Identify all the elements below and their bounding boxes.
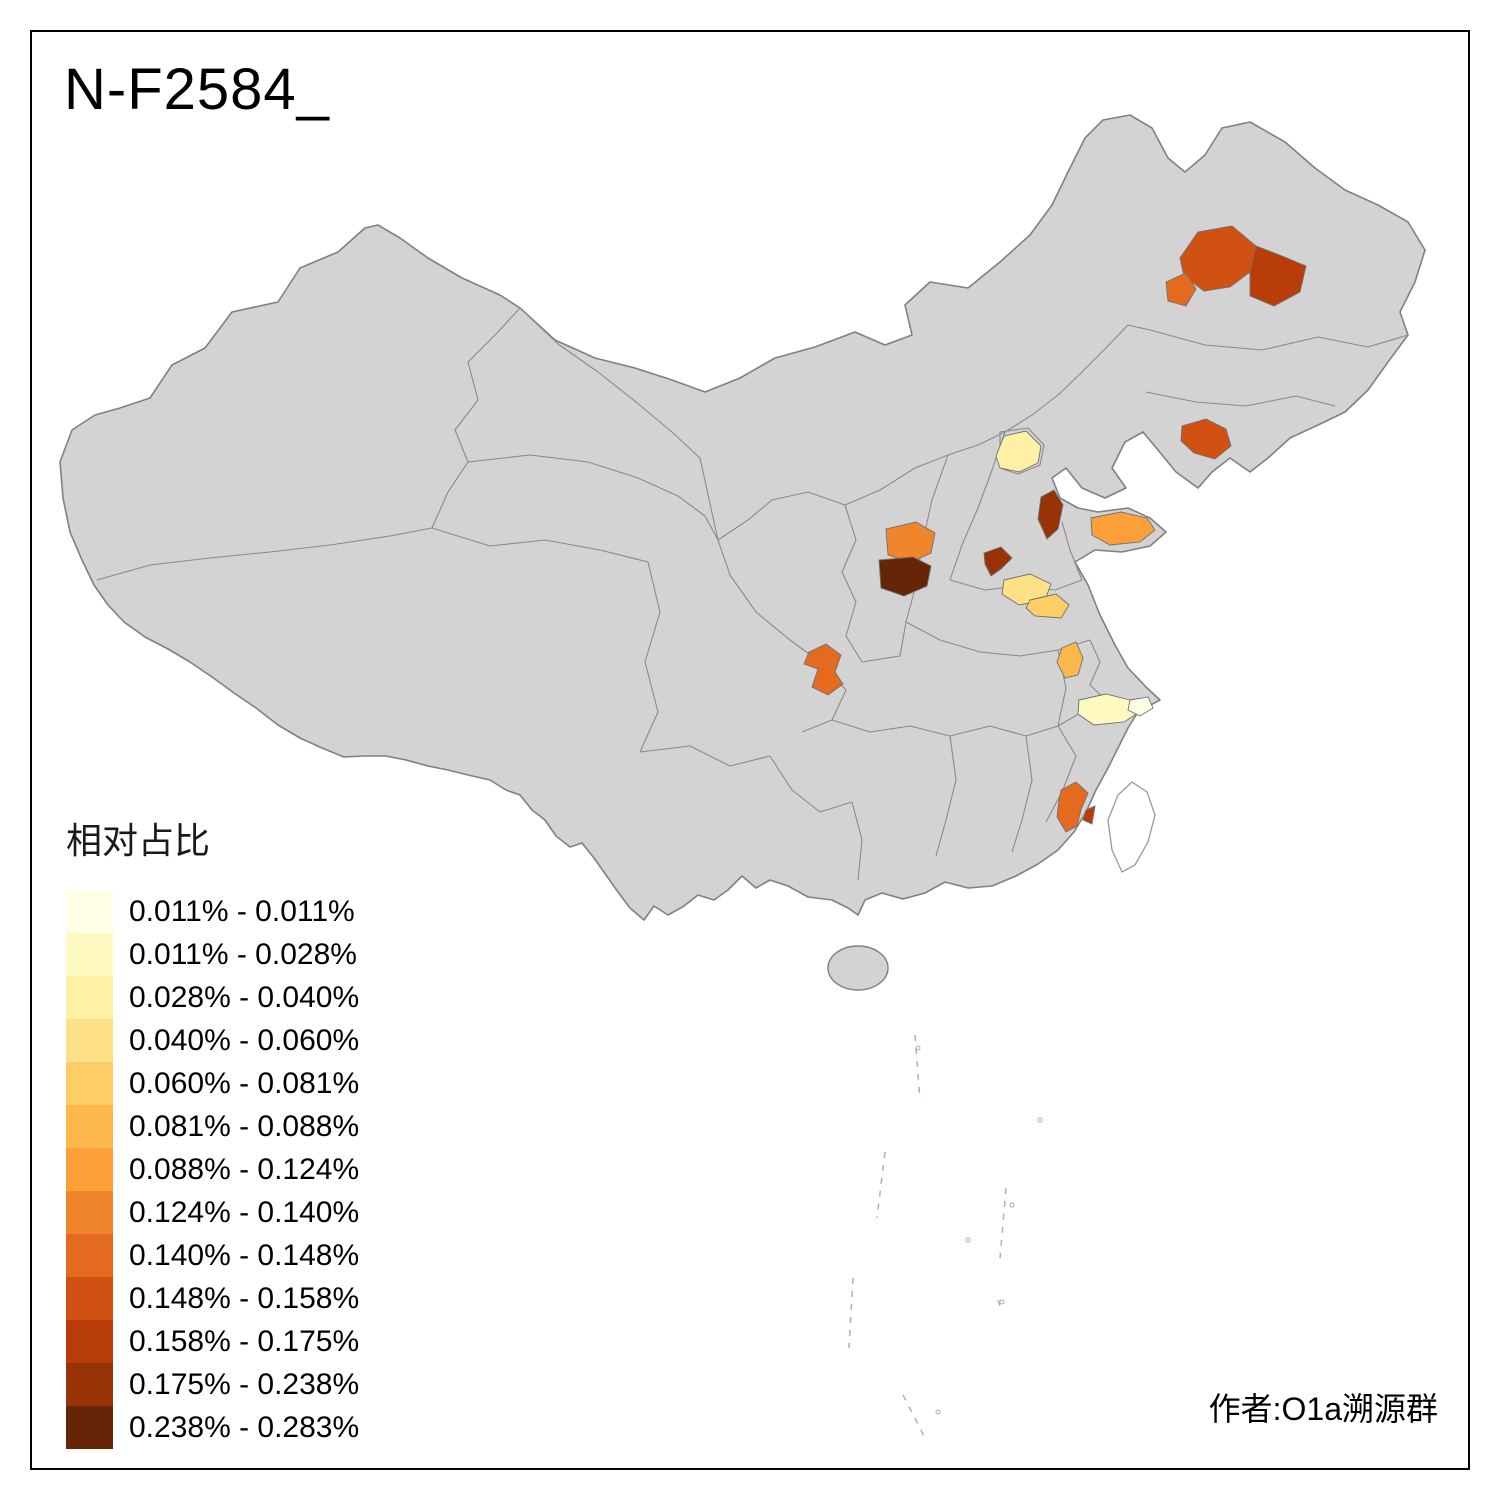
- mainland-outline: [59, 114, 1426, 921]
- region-beijing-area: 0.028% - 0.040%: [995, 430, 1042, 473]
- south-china-sea-dashes: [848, 1034, 1007, 1439]
- legend-swatch: [66, 1406, 113, 1449]
- legend-swatch: [66, 976, 113, 1019]
- author-caption: 作者:O1a溯源群: [1208, 1391, 1438, 1427]
- region-liaoning-south: 0.148% - 0.158%: [1180, 418, 1232, 460]
- legend-label: 0.028% - 0.040%: [129, 980, 360, 1014]
- region-central-dark: 0.175% - 0.238%: [983, 546, 1013, 577]
- region-shanxi-orange: 0.124% - 0.140%: [885, 521, 936, 563]
- legend-row: 0.175% - 0.238%: [66, 1363, 359, 1406]
- legend-label: 0.088% - 0.124%: [129, 1152, 360, 1186]
- legend-row: 0.158% - 0.175%: [66, 1320, 359, 1363]
- legend-label: 0.148% - 0.158%: [129, 1281, 360, 1315]
- legend-swatch: [66, 933, 113, 976]
- legend-swatch: [66, 1062, 113, 1105]
- legend-swatch: [66, 1234, 113, 1277]
- highlighted-regions: 0.148% - 0.158%0.158% - 0.175%0.140% - 0…: [803, 225, 1307, 833]
- legend-row: 0.028% - 0.040%: [66, 976, 359, 1019]
- legend-row: 0.060% - 0.081%: [66, 1062, 359, 1105]
- legend-swatch: [66, 1105, 113, 1148]
- region-zhejiang-north: 0.011% - 0.028%: [1077, 693, 1142, 726]
- legend-row: 0.081% - 0.088%: [66, 1105, 359, 1148]
- region-chongqing: 0.140% - 0.148%: [803, 643, 844, 696]
- taiwan-island: [1107, 781, 1156, 873]
- legend-label: 0.040% - 0.060%: [129, 1023, 360, 1057]
- legend-swatch: [66, 1191, 113, 1234]
- region-henan-b: 0.060% - 0.081%: [1025, 593, 1070, 619]
- legend: 相对占比 0.011% - 0.011% 0.011% - 0.028% 0.028…: [66, 812, 359, 1449]
- region-tianjin-area: 0.175% - 0.238%: [1037, 489, 1064, 540]
- region-shanghai-pale: 0.011% - 0.011%: [1127, 696, 1154, 717]
- region-fujian-coast: 0.140% - 0.148%: [1056, 781, 1089, 833]
- legend-label: 0.011% - 0.011%: [129, 894, 355, 928]
- legend-swatch: [66, 890, 113, 933]
- legend-label: 0.011% - 0.028%: [129, 937, 357, 971]
- region-shandong-north: 0.088% - 0.124%: [1090, 511, 1156, 546]
- legend-row: 0.140% - 0.148%: [66, 1234, 359, 1277]
- legend-row: 0.088% - 0.124%: [66, 1148, 359, 1191]
- legend-label: 0.158% - 0.175%: [129, 1324, 360, 1358]
- legend-swatch: [66, 1019, 113, 1062]
- legend-swatch: [66, 1277, 113, 1320]
- legend-label: 0.140% - 0.148%: [129, 1238, 360, 1272]
- legend-label: 0.238% - 0.283%: [129, 1410, 360, 1444]
- legend-row: 0.148% - 0.158%: [66, 1277, 359, 1320]
- legend-items: 0.011% - 0.011% 0.011% - 0.028% 0.028% - 0…: [66, 890, 359, 1449]
- legend-row: 0.124% - 0.140%: [66, 1191, 359, 1234]
- region-fujian-sliver: 0.158% - 0.175%: [1082, 805, 1096, 825]
- legend-row: 0.040% - 0.060%: [66, 1019, 359, 1062]
- hainan-island: [827, 945, 889, 991]
- legend-row: 0.011% - 0.028%: [66, 933, 359, 976]
- legend-row: 0.011% - 0.011%: [66, 890, 359, 933]
- legend-title: 相对占比: [66, 820, 211, 861]
- legend-row: 0.238% - 0.283%: [66, 1406, 359, 1449]
- legend-label: 0.175% - 0.238%: [129, 1367, 360, 1401]
- region-northeast-small: 0.140% - 0.148%: [1165, 272, 1197, 307]
- region-west-darkest: 0.238% - 0.283%: [878, 556, 932, 597]
- legend-swatch: [66, 1320, 113, 1363]
- legend-swatch: [66, 1363, 113, 1406]
- plot-title: N-F2584_: [64, 57, 330, 122]
- legend-label: 0.060% - 0.081%: [129, 1066, 360, 1100]
- region-anhui-central: 0.081% - 0.088%: [1056, 641, 1084, 679]
- legend-label: 0.081% - 0.088%: [129, 1109, 360, 1143]
- legend-label: 0.124% - 0.140%: [129, 1195, 360, 1229]
- legend-swatch: [66, 1148, 113, 1191]
- south-china-sea-islets: [915, 1045, 1043, 1415]
- region-northeast-east: 0.158% - 0.175%: [1249, 245, 1307, 307]
